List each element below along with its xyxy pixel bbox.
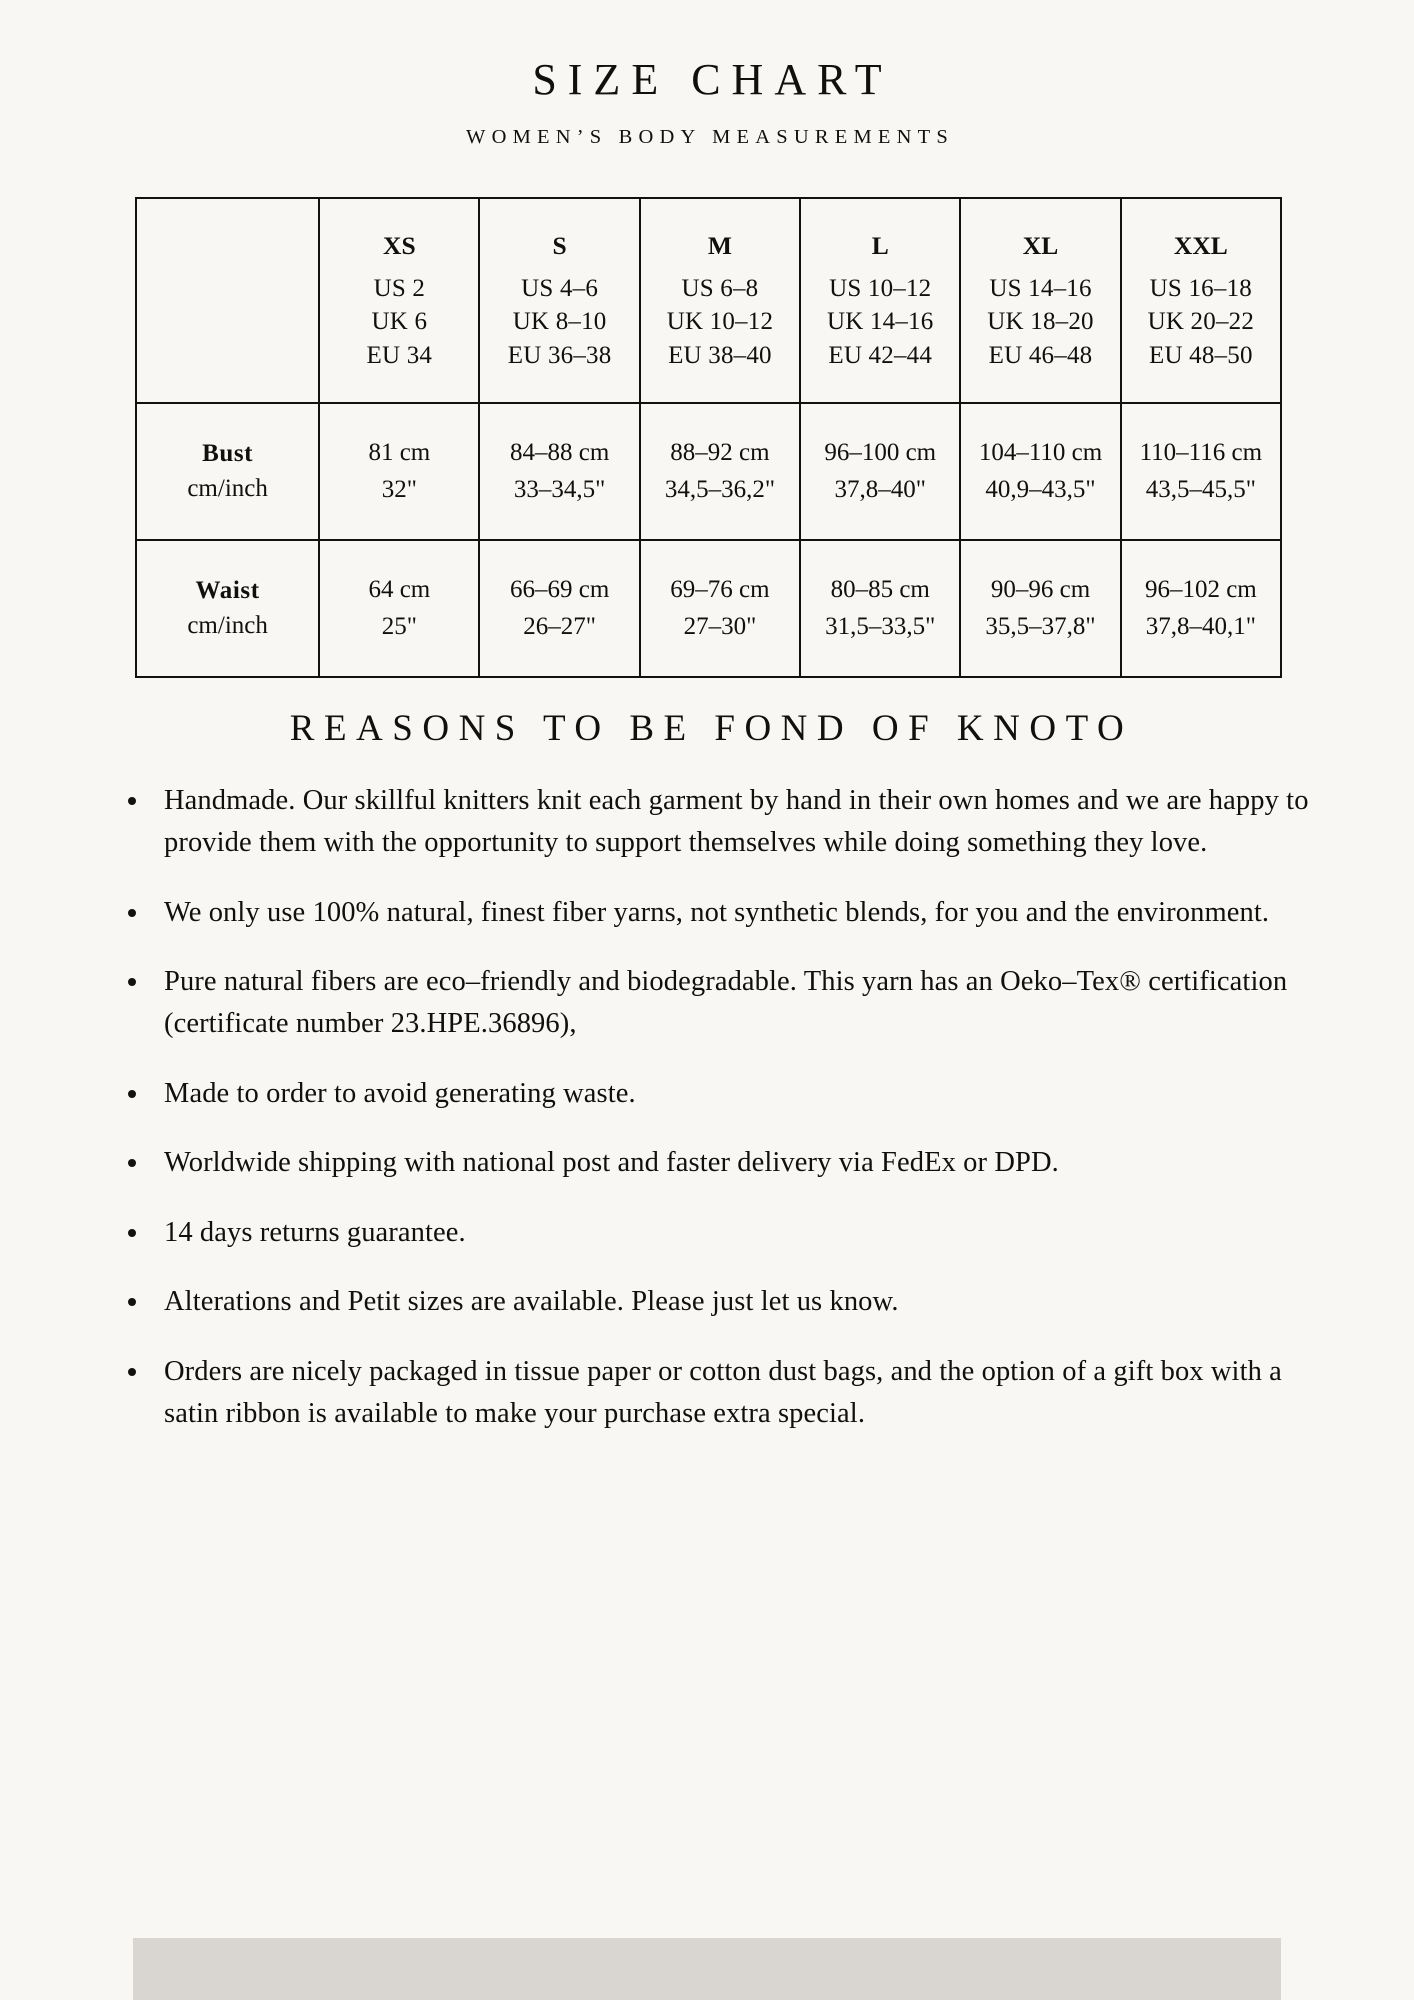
list-item: Worldwide shipping with national post an… (122, 1142, 1322, 1184)
value-inch: 32" (381, 476, 417, 504)
size-column-l: L US 10–12 UK 14–16 EU 42–44 (799, 196, 962, 404)
value-inch: 25" (381, 613, 417, 641)
size-label: XL (1022, 231, 1059, 261)
list-item: Handmade. Our skillful knitters knit eac… (122, 780, 1322, 863)
value-cm: 64 cm (368, 576, 431, 604)
table-header-row: XS US 2 UK 6 EU 34 S US 4–6 UK 8–10 EU 3… (134, 196, 1283, 404)
size-label: S (552, 231, 567, 261)
uk-size-label: UK 8–10 (512, 308, 607, 336)
waist-cell-xs: 64 cm 25" (318, 538, 481, 678)
value-cm: 69–76 cm (670, 576, 770, 604)
size-label: M (707, 231, 732, 261)
eu-size-label: EU 36–38 (507, 341, 612, 369)
size-table-container: XS US 2 UK 6 EU 34 S US 4–6 UK 8–10 EU 3… (132, 196, 1283, 678)
size-column-m: M US 6–8 UK 10–12 EU 38–40 (638, 196, 802, 404)
bust-cell-m: 88–92 cm 34,5–36,2" (638, 401, 802, 541)
list-item: Orders are nicely packaged in tissue pap… (122, 1351, 1322, 1434)
list-item: Pure natural fibers are eco–friendly and… (122, 961, 1322, 1044)
measurement-name: Waist (195, 576, 260, 604)
uk-size-label: UK 6 (371, 308, 428, 336)
value-cm: 96–102 cm (1144, 576, 1257, 604)
us-size-label: US 4–6 (521, 275, 599, 303)
page-subtitle: WOMEN’S BODY MEASUREMENTS (466, 126, 954, 149)
size-column-xxl: XXL US 16–18 UK 20–22 EU 48–50 (1119, 196, 1283, 404)
measurement-unit: cm/inch (187, 612, 268, 640)
waist-cell-xl: 90–96 cm 35,5–37,8" (959, 538, 1122, 678)
eu-size-label: EU 34 (366, 341, 433, 369)
measurement-unit: cm/inch (187, 475, 268, 503)
size-table-head: XS US 2 UK 6 EU 34 S US 4–6 UK 8–10 EU 3… (134, 196, 1283, 404)
value-inch: 27–30" (683, 613, 757, 641)
value-inch: 37,8–40" (834, 476, 926, 504)
measurement-label-waist: Waist cm/inch (134, 538, 321, 678)
value-inch: 43,5–45,5" (1145, 476, 1256, 504)
reasons-section: REASONS TO BE FOND OF KNOTO Handmade. Ou… (92, 708, 1322, 1434)
value-cm: 104–110 cm (978, 439, 1103, 467)
value-cm: 66–69 cm (509, 576, 610, 604)
bust-cell-xs: 81 cm 32" (318, 401, 481, 541)
size-label: XS (383, 231, 416, 261)
size-label: XXL (1173, 231, 1228, 261)
uk-size-label: UK 20–22 (1147, 308, 1255, 336)
list-item: We only use 100% natural, finest fiber y… (122, 892, 1322, 934)
bust-cell-l: 96–100 cm 37,8–40" (799, 401, 962, 541)
table-row: Waist cm/inch 64 cm 25" 66–69 cm 26–27" … (134, 538, 1283, 678)
table-corner-cell (134, 196, 321, 404)
reasons-list: Handmade. Our skillful knitters knit eac… (92, 780, 1322, 1434)
value-inch: 40,9–43,5" (985, 476, 1096, 504)
waist-cell-xxl: 96–102 cm 37,8–40,1" (1119, 538, 1283, 678)
waist-cell-m: 69–76 cm 27–30" (638, 538, 802, 678)
value-cm: 90–96 cm (990, 576, 1091, 604)
value-inch: 34,5–36,2" (664, 476, 776, 504)
value-cm: 96–100 cm (824, 439, 937, 467)
eu-size-label: EU 38–40 (668, 341, 772, 369)
value-inch: 31,5–33,5" (825, 613, 936, 641)
value-cm: 81 cm (368, 439, 431, 467)
value-inch: 33–34,5" (513, 476, 606, 504)
bust-cell-xl: 104–110 cm 40,9–43,5" (959, 401, 1122, 541)
us-size-label: US 10–12 (829, 275, 932, 303)
value-inch: 35,5–37,8" (985, 613, 1096, 641)
value-cm: 88–92 cm (670, 439, 770, 467)
value-cm: 80–85 cm (830, 576, 930, 604)
eu-size-label: EU 42–44 (828, 341, 933, 369)
list-item: Made to order to avoid generating waste. (122, 1073, 1322, 1115)
waist-cell-l: 80–85 cm 31,5–33,5" (799, 538, 962, 678)
page-header: SIZE CHART WOMEN’S BODY MEASUREMENTS (0, 0, 1414, 149)
reasons-title: REASONS TO BE FOND OF KNOTO (289, 707, 1134, 749)
value-inch: 37,8–40,1" (1145, 613, 1256, 641)
measurement-name: Bust (202, 439, 254, 467)
eu-size-label: EU 46–48 (988, 341, 1093, 369)
eu-size-label: EU 48–50 (1148, 341, 1253, 369)
list-item: Alterations and Petit sizes are availabl… (122, 1281, 1322, 1323)
us-size-label: US 6–8 (681, 275, 759, 303)
uk-size-label: UK 18–20 (987, 308, 1094, 336)
measurement-label-bust: Bust cm/inch (134, 401, 321, 541)
waist-cell-s: 66–69 cm 26–27" (478, 538, 641, 678)
value-inch: 26–27" (523, 613, 596, 641)
size-label: L (871, 231, 889, 261)
uk-size-label: UK 14–16 (826, 308, 934, 336)
list-item: 14 days returns guarantee. (122, 1212, 1322, 1254)
bust-cell-s: 84–88 cm 33–34,5" (478, 401, 641, 541)
value-cm: 110–116 cm (1139, 439, 1263, 467)
us-size-label: US 16–18 (1149, 275, 1252, 303)
value-cm: 84–88 cm (509, 439, 610, 467)
bust-cell-xxl: 110–116 cm 43,5–45,5" (1119, 401, 1283, 541)
us-size-label: US 14–16 (989, 275, 1092, 303)
size-table-body: Bust cm/inch 81 cm 32" 84–88 cm 33–34,5"… (134, 401, 1283, 678)
us-size-label: US 2 (373, 275, 426, 303)
size-table: XS US 2 UK 6 EU 34 S US 4–6 UK 8–10 EU 3… (134, 196, 1283, 678)
bottom-divider-strip (133, 1938, 1281, 2000)
size-column-s: S US 4–6 UK 8–10 EU 36–38 (478, 196, 641, 404)
size-column-xs: XS US 2 UK 6 EU 34 (318, 196, 481, 404)
uk-size-label: UK 10–12 (666, 308, 774, 336)
page-title: SIZE CHART (532, 55, 893, 104)
table-row: Bust cm/inch 81 cm 32" 84–88 cm 33–34,5"… (134, 401, 1283, 541)
size-column-xl: XL US 14–16 UK 18–20 EU 46–48 (959, 196, 1122, 404)
